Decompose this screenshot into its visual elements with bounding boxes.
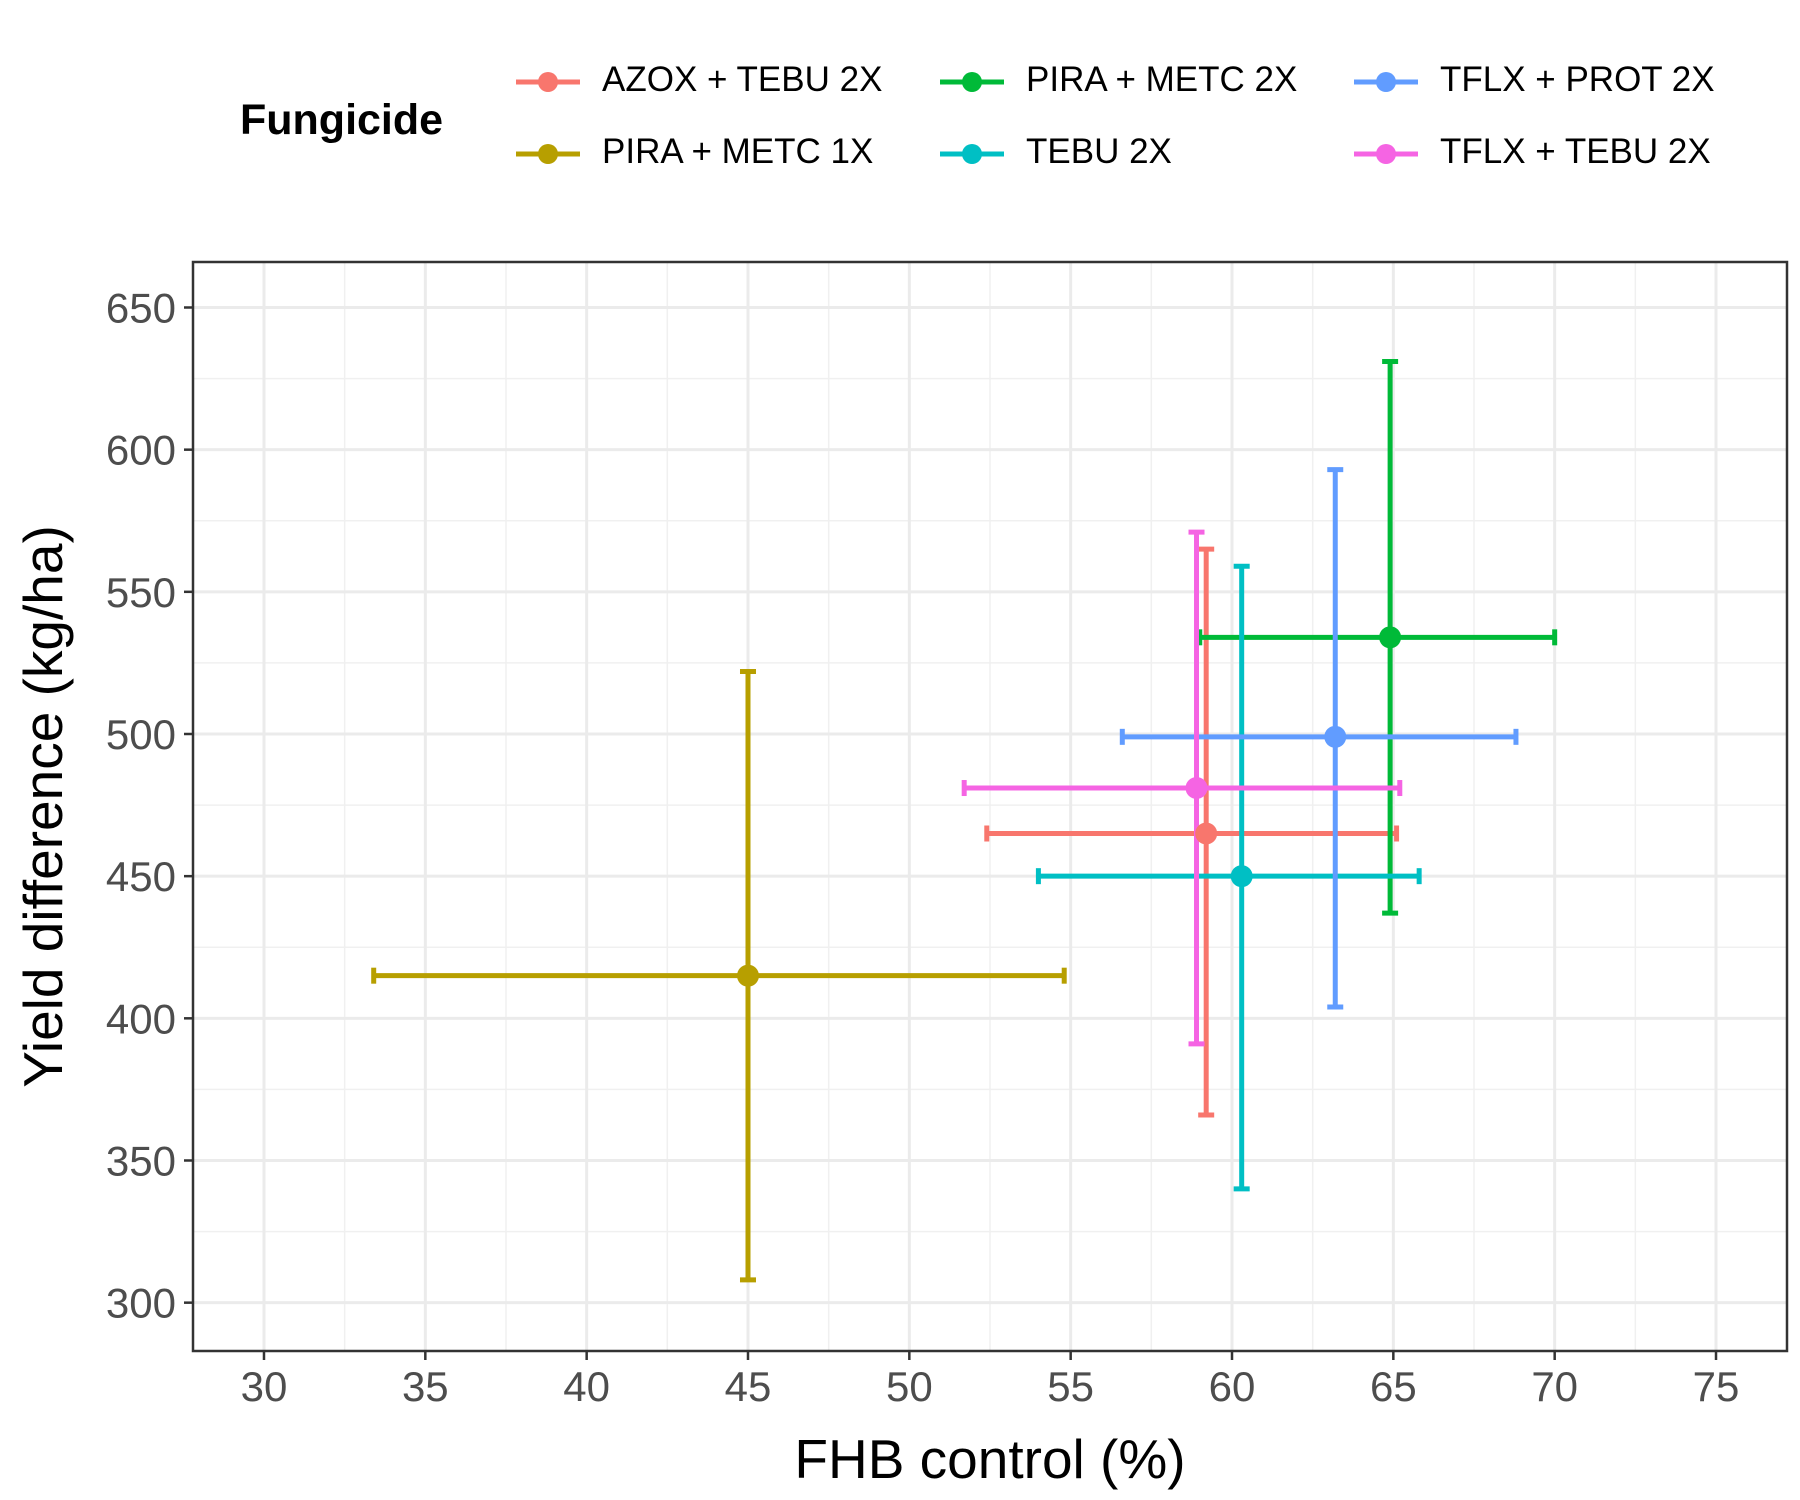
y-tick-label: 400 bbox=[106, 995, 176, 1042]
data-point bbox=[1379, 626, 1402, 649]
legend-label: PIRA + METC 2X bbox=[1026, 60, 1298, 99]
legend-key-icon bbox=[940, 72, 1004, 92]
legend-label: TFLX + PROT 2X bbox=[1440, 60, 1715, 99]
x-tick-label: 70 bbox=[1531, 1363, 1578, 1410]
y-tick-label: 600 bbox=[106, 427, 176, 474]
legend-key-icon bbox=[516, 144, 580, 164]
x-tick-label: 45 bbox=[725, 1363, 772, 1410]
y-tick-label: 500 bbox=[106, 711, 176, 758]
x-tick-label: 75 bbox=[1693, 1363, 1740, 1410]
x-tick-label: 60 bbox=[1209, 1363, 1256, 1410]
data-point bbox=[1230, 865, 1253, 888]
x-tick-label: 40 bbox=[563, 1363, 610, 1410]
legend-key-icon bbox=[516, 72, 580, 92]
legend-label: AZOX + TEBU 2X bbox=[602, 60, 883, 99]
legend-label: PIRA + METC 1X bbox=[602, 132, 874, 171]
y-tick-label: 550 bbox=[106, 569, 176, 616]
y-axis-title: Yield difference (kg/ha) bbox=[12, 525, 74, 1088]
data-point bbox=[736, 964, 759, 987]
legend-key-icon bbox=[1354, 144, 1418, 164]
legend: Fungicide AZOX + TEBU 2X PIRA + METC 1X … bbox=[240, 52, 1770, 192]
x-tick-label: 65 bbox=[1370, 1363, 1417, 1410]
legend-title: Fungicide bbox=[240, 96, 444, 144]
legend-label: TFLX + TEBU 2X bbox=[1440, 132, 1711, 171]
y-tick-label: 350 bbox=[106, 1137, 176, 1184]
y-tick-label: 300 bbox=[106, 1280, 176, 1327]
x-tick-label: 35 bbox=[402, 1363, 449, 1410]
legend-label: TEBU 2X bbox=[1026, 132, 1172, 171]
x-tick-label: 55 bbox=[1047, 1363, 1094, 1410]
legend-key-icon bbox=[1354, 72, 1418, 92]
x-axis-title: FHB control (%) bbox=[794, 1428, 1185, 1490]
data-point bbox=[1185, 777, 1208, 800]
y-tick-label: 650 bbox=[106, 284, 176, 331]
data-point bbox=[1195, 822, 1218, 845]
data-point bbox=[1324, 725, 1347, 748]
x-tick-label: 30 bbox=[241, 1363, 288, 1410]
x-tick-label: 50 bbox=[886, 1363, 933, 1410]
y-tick-label: 450 bbox=[106, 853, 176, 900]
plot-border bbox=[191, 260, 1789, 1353]
legend-key-icon bbox=[940, 144, 1004, 164]
